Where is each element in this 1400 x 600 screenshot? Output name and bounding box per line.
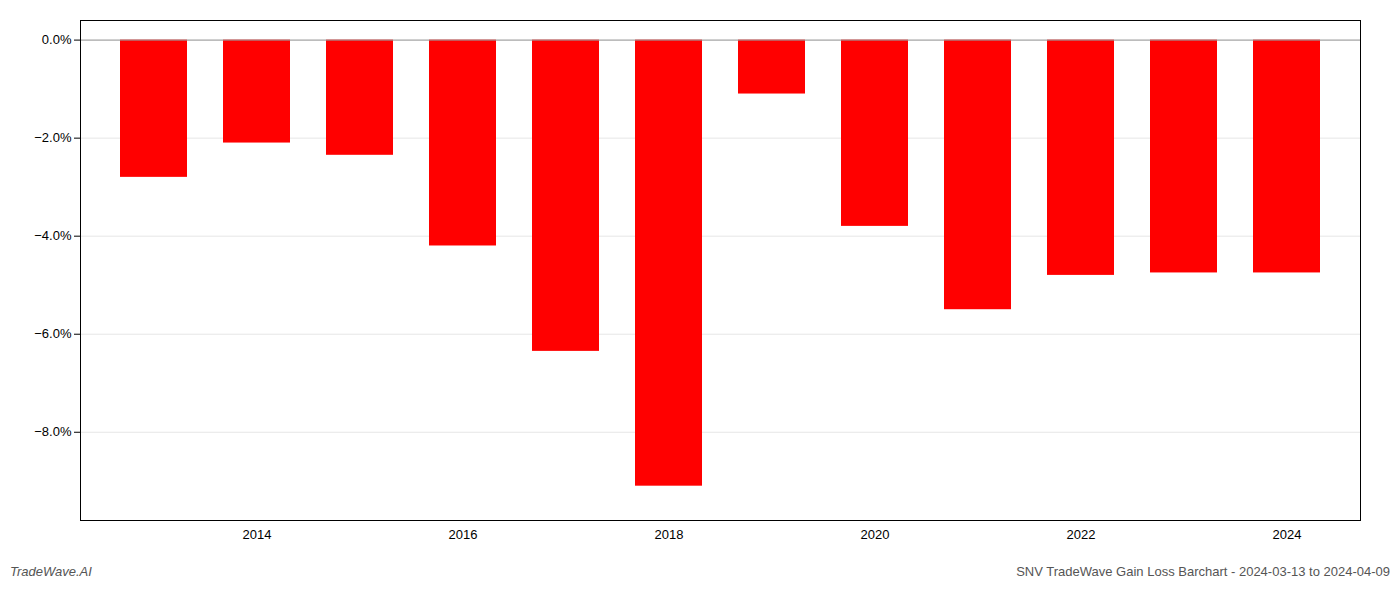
svg-text:−2.0%: −2.0% <box>34 130 72 145</box>
svg-text:2022: 2022 <box>1067 527 1096 542</box>
svg-text:2024: 2024 <box>1273 527 1302 542</box>
svg-text:2016: 2016 <box>449 527 478 542</box>
svg-text:2018: 2018 <box>655 527 684 542</box>
svg-text:−4.0%: −4.0% <box>34 228 72 243</box>
svg-text:−8.0%: −8.0% <box>34 424 72 439</box>
html-text:TradeWave.AI: TradeWave.AI <box>10 564 92 579</box>
svg-text:−6.0%: −6.0% <box>34 326 72 341</box>
svg-text:2014: 2014 <box>243 527 272 542</box>
html-text:SNV TradeWave Gain Loss Barcha: SNV TradeWave Gain Loss Barchart - 2024-… <box>1016 564 1390 579</box>
svg-text:2020: 2020 <box>861 527 890 542</box>
svg-text:0.0%: 0.0% <box>42 32 72 47</box>
